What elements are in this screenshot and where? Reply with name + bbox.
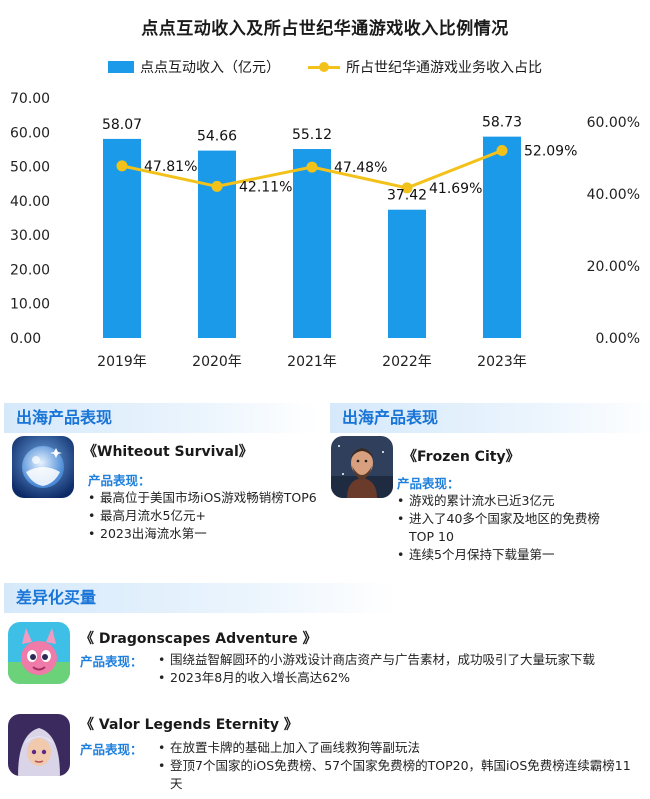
line-point <box>306 161 318 173</box>
y-left-tick-label: 10.00 <box>10 297 50 313</box>
y-left-tick-label: 0.00 <box>10 331 41 347</box>
y-right-tick-label: 20.00% <box>587 259 640 275</box>
y-right-tick-label: 0.00% <box>596 331 640 347</box>
line-value-label: 42.11% <box>239 179 292 195</box>
y-right-tick-label: 60.00% <box>587 115 640 131</box>
list-item: 2023年8月的收入增长高达62% <box>158 669 646 687</box>
legend-item-revenue: 点点互动收入（亿元） <box>108 57 280 77</box>
list-item: 围绕益智解圆环的小游戏设计商店资产与广告素材，成功吸引了大量玩家下载 <box>158 651 646 669</box>
section-header-differentiated: 差异化买量 <box>4 583 396 613</box>
x-tick-label: 2020年 <box>192 354 242 370</box>
line-point <box>401 182 413 194</box>
y-left-tick-label: 30.00 <box>10 228 50 244</box>
product-title-frozen-city: 《Frozen City》 <box>403 449 520 465</box>
bar <box>198 150 236 338</box>
snow-globe-icon <box>12 436 74 498</box>
list-item: 游戏的累计流水已近3亿元 <box>397 492 622 510</box>
bar-value-label: 58.07 <box>102 117 142 133</box>
bar-value-label: 55.12 <box>292 127 332 143</box>
bar-value-label: 54.66 <box>197 129 237 145</box>
line-value-label: 47.48% <box>334 160 387 176</box>
line-point <box>496 144 508 156</box>
legend-bar-swatch <box>108 61 134 73</box>
x-tick-label: 2021年 <box>287 354 337 370</box>
y-left-tick-label: 20.00 <box>10 262 50 278</box>
list-item: 2023出海流水第一 <box>88 525 318 543</box>
list-item: 连续5个月保持下载量第一 <box>397 546 622 564</box>
x-tick-label: 2023年 <box>477 354 527 370</box>
list-item: 在放置卡牌的基础上加入了画线救狗等副玩法 <box>158 739 643 757</box>
product-title-whiteout: 《Whiteout Survival》 <box>83 444 253 460</box>
legend-label-revenue: 点点互动收入（亿元） <box>140 60 280 76</box>
perf-label-frozen-city: 产品表现： <box>397 476 460 491</box>
legend-item-share: 所占世纪华通游戏业务收入占比 <box>308 57 542 77</box>
perf-label-whiteout: 产品表现： <box>88 473 151 488</box>
pink-dragon-icon <box>8 622 70 684</box>
section-header-overseas-right: 出海产品表现 <box>330 403 650 433</box>
bar-value-label: 58.73 <box>482 115 522 131</box>
y-left-tick-label: 70.00 <box>10 91 50 107</box>
product-title-valor-legends: 《 Valor Legends Eternity 》 <box>80 717 298 733</box>
combo-chart: 0.00 10.00 20.00 30.00 40.00 50.00 60.00 70.00 0… <box>10 91 640 370</box>
bar-value-label: 37.42 <box>387 188 427 204</box>
y-left-tick-label: 60.00 <box>10 125 50 141</box>
bar <box>483 136 521 338</box>
y-left-tick-label: 50.00 <box>10 160 50 176</box>
perf-label-dragonscapes: 产品表现： <box>80 654 143 669</box>
perf-label-valor-legends: 产品表现： <box>80 742 143 757</box>
list-item: 最高位于美国市场iOS游戏畅销榜TOP6 <box>88 489 318 507</box>
bearded-man-icon <box>331 436 393 498</box>
legend-line-swatch <box>308 61 340 73</box>
valor-hero-icon <box>8 714 70 776</box>
chart-title: 点点互动收入及所占世纪华通游戏收入比例情况 <box>141 19 509 39</box>
product-title-dragonscapes: 《 Dragonscapes Adventure 》 <box>80 631 317 647</box>
line-value-label: 47.81% <box>144 159 197 175</box>
line-value-label: 41.69% <box>429 181 482 197</box>
line-point <box>211 180 223 192</box>
list-item: 进入了40多个国家及地区的免费榜TOP 10 <box>397 510 622 546</box>
x-tick-label: 2022年 <box>382 354 432 370</box>
bullets-frozen-city: 游戏的累计流水已近3亿元 进入了40多个国家及地区的免费榜TOP 10 连续5个… <box>397 492 622 564</box>
bullets-valor-legends: 在放置卡牌的基础上加入了画线救狗等副玩法 登顶7个国家的iOS免费榜、57个国家… <box>158 739 643 793</box>
line-point <box>116 160 128 172</box>
bar <box>103 138 141 338</box>
line-value-label: 52.09% <box>524 143 577 159</box>
list-item: 最高月流水5亿元+ <box>88 507 318 525</box>
y-right-tick-label: 40.00% <box>587 187 640 203</box>
bullets-whiteout: 最高位于美国市场iOS游戏畅销榜TOP6 最高月流水5亿元+ 2023出海流水第… <box>88 489 318 543</box>
bar <box>293 149 331 338</box>
section-header-overseas-left: 出海产品表现 <box>4 403 318 433</box>
legend-label-share: 所占世纪华通游戏业务收入占比 <box>346 60 542 76</box>
y-left-tick-label: 40.00 <box>10 194 50 210</box>
chart-legend: 点点互动收入（亿元） 所占世纪华通游戏业务收入占比 <box>0 56 650 78</box>
bar <box>388 209 426 338</box>
bullets-dragonscapes: 围绕益智解圆环的小游戏设计商店资产与广告素材，成功吸引了大量玩家下载 2023年… <box>158 651 646 687</box>
x-tick-label: 2019年 <box>97 354 147 370</box>
list-item: 登顶7个国家的iOS免费榜、57个国家免费榜的TOP20，韩国iOS免费榜连续霸… <box>158 757 643 793</box>
